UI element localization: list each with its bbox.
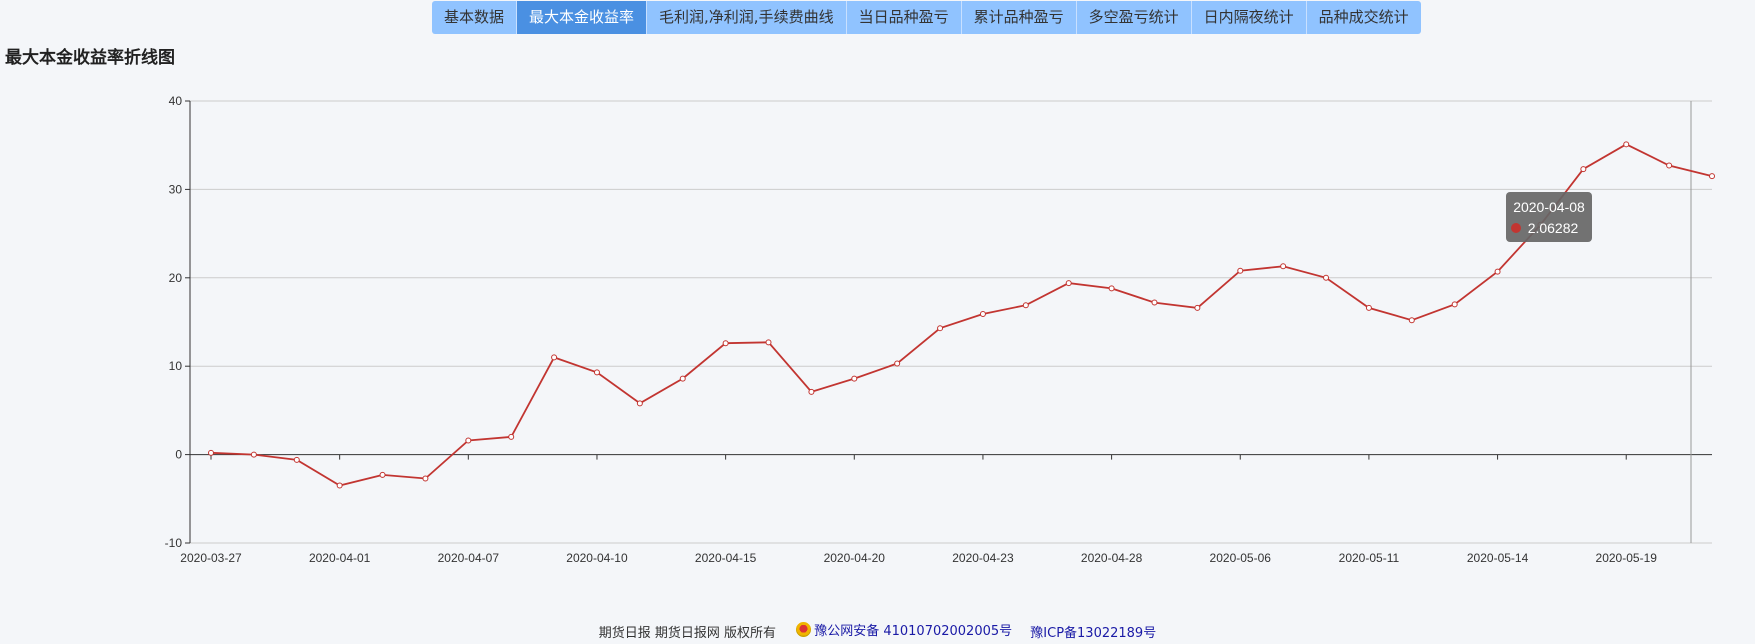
tab-intraday-overnight-stats[interactable]: 日内隔夜统计 — [1191, 1, 1307, 34]
tab-daily-variety-pnl[interactable]: 当日品种盈亏 — [846, 1, 962, 34]
data-point — [1065, 280, 1072, 287]
data-point — [1623, 141, 1630, 148]
data-point — [894, 360, 901, 367]
x-tick-label: 2020-04-15 — [695, 551, 757, 565]
x-tick-label: 2020-05-06 — [1210, 551, 1272, 565]
tooltip: 2020-04-08 2.06282 — [1506, 192, 1592, 242]
tab-cumulative-variety-pnl[interactable]: 累计品种盈亏 — [961, 1, 1077, 34]
data-point — [1709, 173, 1715, 180]
data-point — [465, 437, 472, 444]
y-tick-label: 20 — [169, 271, 183, 285]
data-point — [508, 433, 515, 440]
tab-profit-fee-curve[interactable]: 毛利润,净利润,手续费曲线 — [647, 1, 847, 34]
x-tick-label: 2020-03-27 — [180, 551, 242, 565]
tab-basic-data[interactable]: 基本数据 — [432, 1, 518, 34]
data-point — [551, 354, 558, 361]
data-point — [636, 400, 643, 407]
data-point — [1237, 267, 1244, 274]
footer: 期货日报 期货日报网 版权所有 豫公网安备 41010702002005号 豫I… — [0, 620, 1755, 641]
x-tick-label: 2020-05-11 — [1339, 551, 1400, 565]
data-point — [1494, 268, 1501, 275]
line-chart[interactable]: -10 0 10 20 30 40 2020-03-27 2020-04-01 2020-04-… — [0, 0, 1755, 610]
data-point — [851, 375, 858, 382]
copyright-text: 期货日报 期货日报网 版权所有 — [598, 626, 777, 641]
icp-link[interactable]: 豫ICP备13022189号 — [1030, 626, 1157, 641]
data-point — [808, 388, 815, 395]
data-point — [1022, 302, 1029, 309]
y-tick-label: 30 — [169, 182, 183, 196]
x-tick-label: 2020-04-20 — [824, 551, 886, 565]
data-point — [293, 456, 300, 463]
tooltip-series-dot — [1511, 223, 1521, 233]
data-point — [722, 340, 729, 347]
tooltip-box — [1506, 192, 1592, 242]
series-line — [210, 143, 1713, 487]
x-tick-label: 2020-04-28 — [1081, 551, 1143, 565]
y-tick-label: 40 — [169, 94, 183, 108]
x-tick-label: 2020-04-23 — [952, 551, 1014, 565]
data-point — [1151, 299, 1158, 306]
tab-max-principal-return[interactable]: 最大本金收益率 — [517, 1, 648, 34]
tab-variety-volume-stats[interactable]: 品种成交统计 — [1306, 1, 1421, 34]
y-tick-label: -10 — [165, 536, 183, 550]
data-point — [765, 339, 772, 346]
tooltip-date: 2020-04-08 — [1513, 199, 1585, 215]
data-point — [422, 475, 429, 482]
data-point — [1108, 285, 1115, 292]
data-point — [979, 311, 986, 318]
x-tick-label: 2020-04-01 — [309, 551, 371, 565]
tooltip-value: 2.06282 — [1528, 220, 1579, 236]
y-tick-label: 10 — [169, 359, 183, 373]
x-tick-label: 2020-05-19 — [1596, 551, 1658, 565]
data-point — [1666, 162, 1673, 169]
page-title: 最大本金收益率折线图 — [5, 48, 175, 68]
x-tick-label: 2020-05-14 — [1467, 551, 1529, 565]
data-point — [250, 451, 257, 458]
data-point — [1580, 166, 1587, 173]
x-tick-label: 2020-04-10 — [566, 551, 628, 565]
data-point — [1408, 317, 1415, 324]
data-point — [1194, 304, 1201, 311]
police-record-link[interactable]: 豫公网安备 41010702002005号 — [796, 620, 1012, 639]
police-record-text[interactable]: 豫公网安备 41010702002005号 — [814, 624, 1013, 639]
data-point — [379, 471, 386, 478]
data-point — [937, 325, 944, 332]
data-point — [679, 375, 686, 382]
data-point — [1323, 274, 1330, 281]
x-tick-label: 2020-04-07 — [438, 551, 500, 565]
data-point — [1365, 304, 1372, 311]
data-point — [1451, 301, 1458, 308]
data-point — [336, 482, 343, 489]
data-point — [1280, 263, 1287, 270]
data-point — [208, 449, 214, 456]
police-badge-icon — [796, 622, 812, 637]
tab-bar: 基本数据 最大本金收益率 毛利润,净利润,手续费曲线 当日品种盈亏 累计品种盈亏… — [432, 1, 1421, 34]
tab-long-short-stats[interactable]: 多空盈亏统计 — [1076, 1, 1192, 34]
data-point — [593, 369, 600, 376]
y-tick-label: 0 — [175, 448, 182, 462]
